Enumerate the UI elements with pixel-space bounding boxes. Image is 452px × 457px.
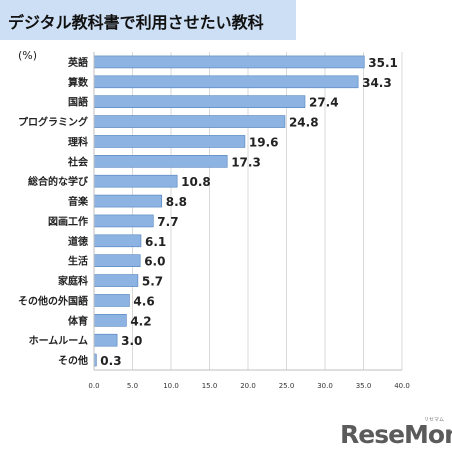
category-label: 図画工作: [48, 215, 88, 228]
bar: [93, 274, 139, 287]
bar: [93, 155, 228, 168]
category-label: 家庭科: [58, 275, 88, 288]
data-label: 8.8: [166, 195, 187, 209]
category-label: 体育: [68, 314, 88, 327]
category-label: その他: [58, 354, 88, 367]
data-label: 24.8: [289, 116, 319, 130]
bar: [93, 333, 118, 347]
bar: [93, 294, 130, 307]
category-label: 道徳: [68, 235, 88, 248]
data-label: 35.1: [368, 56, 398, 70]
data-label: 6.0: [144, 255, 165, 269]
title-banner: デジタル教科書で利用させたい教科: [0, 0, 296, 40]
category-label: 総合的な学び: [28, 175, 88, 188]
data-label: 6.1: [145, 235, 166, 249]
bar: [93, 55, 365, 69]
x-tick-label: 10.0: [163, 382, 179, 390]
category-label: 理科: [68, 135, 88, 148]
x-tick-label: 30.0: [317, 382, 333, 390]
data-label: 0.3: [100, 354, 121, 368]
category-label: 算数: [67, 76, 89, 89]
data-label: 4.2: [130, 314, 151, 328]
data-label: 5.7: [142, 275, 163, 289]
bar: [93, 115, 286, 128]
x-tick-label: 15.0: [202, 382, 218, 390]
data-label: 4.6: [133, 294, 154, 308]
data-label: 27.4: [309, 96, 339, 110]
data-label: 10.8: [181, 175, 211, 189]
x-tick-label: 25.0: [279, 382, 295, 390]
data-label: 17.3: [231, 155, 261, 169]
resemom-logo: ReseMom: [340, 420, 452, 449]
x-tick-label: 5.0: [127, 382, 138, 390]
category-label: 国語: [68, 96, 88, 109]
data-label: 7.7: [157, 215, 178, 229]
chart-title: デジタル教科書で利用させたい教科: [8, 13, 264, 32]
bar: [93, 314, 127, 327]
data-label: 34.3: [362, 76, 392, 90]
x-tick-label: 40.0: [394, 382, 410, 390]
bar: [93, 75, 359, 89]
unit-label: (%): [18, 49, 38, 62]
category-label: ホームルーム: [29, 335, 88, 347]
category-label: 生活: [68, 255, 88, 268]
data-label: 3.0: [121, 334, 142, 348]
bar: [93, 174, 178, 188]
bar: [93, 214, 154, 228]
category-label: 社会: [67, 155, 88, 168]
bar: [93, 135, 246, 148]
bar: [93, 254, 141, 267]
category-label: その他の外国語: [18, 294, 88, 307]
x-tick-label: 20.0: [240, 382, 256, 390]
data-label: 19.6: [249, 135, 279, 149]
category-label: プログラミング: [18, 116, 88, 129]
x-tick-label: 35.0: [356, 382, 372, 390]
bar: [93, 95, 306, 108]
category-label: 音楽: [68, 195, 89, 208]
resemom-logo-subtext: リセマム: [424, 417, 445, 423]
bar: [93, 234, 142, 248]
bar: [93, 194, 163, 208]
x-tick-label: 0.0: [88, 382, 99, 390]
category-label: 英語: [67, 56, 88, 69]
